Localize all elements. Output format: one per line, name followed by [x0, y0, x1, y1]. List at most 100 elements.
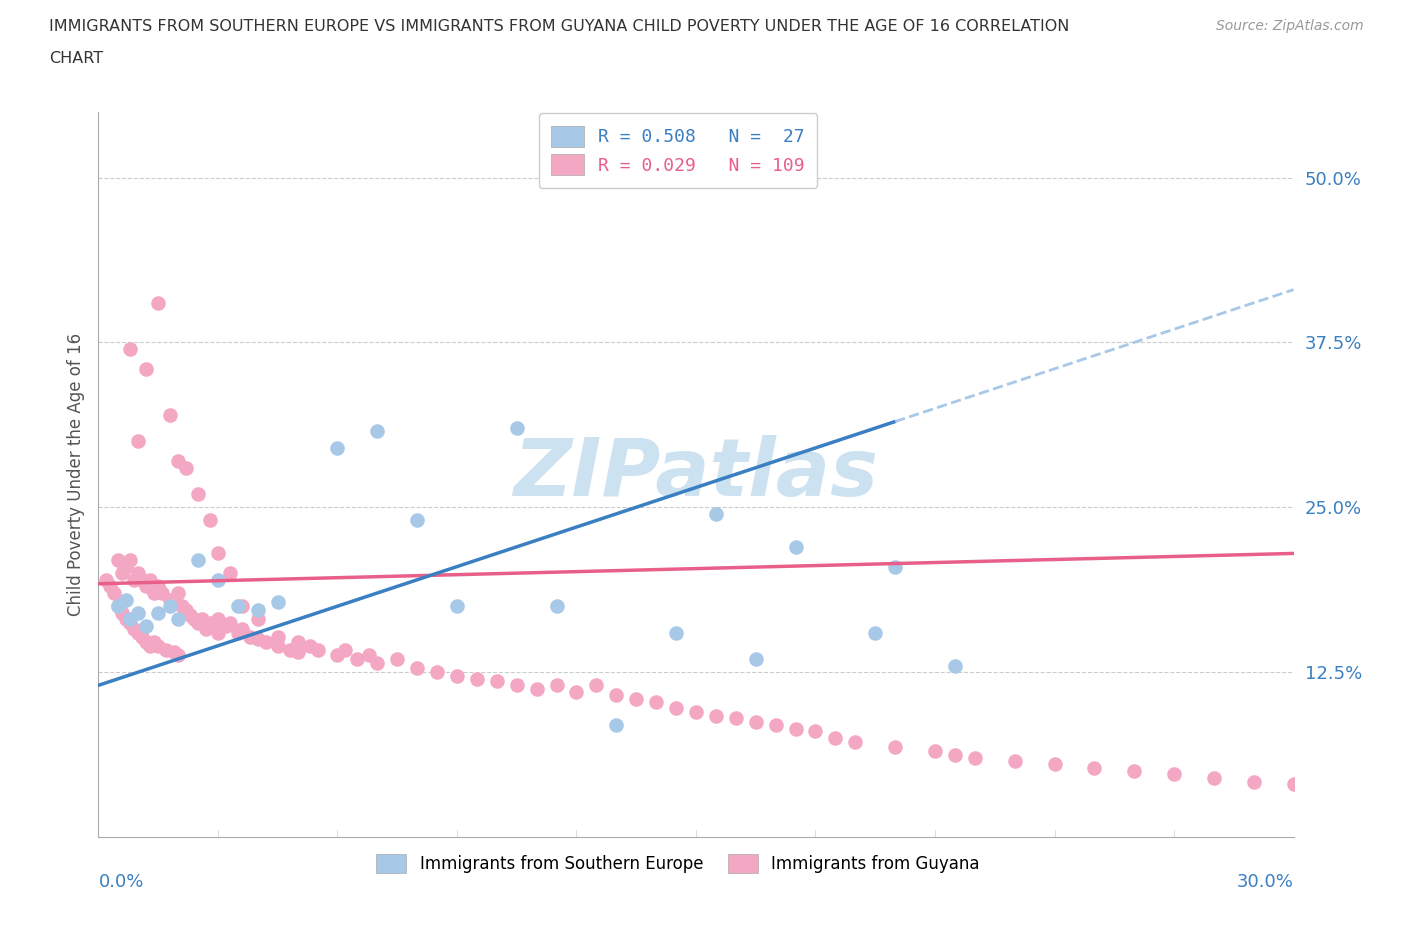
Point: [785, 722, 807, 737]
Point: [135, 618, 157, 633]
Point: [115, 612, 138, 627]
Point: [131, 572, 153, 587]
Point: [645, 695, 668, 710]
Point: [605, 717, 627, 732]
Point: [406, 660, 429, 675]
Point: [198, 513, 221, 528]
Point: [359, 647, 381, 662]
Point: [159, 407, 181, 422]
Point: [107, 599, 129, 614]
Point: [179, 608, 201, 623]
Point: [704, 507, 727, 522]
Point: [207, 572, 229, 587]
Point: [159, 599, 181, 614]
Point: [127, 605, 149, 620]
Point: [506, 678, 529, 693]
Point: [665, 625, 688, 640]
Point: [127, 565, 149, 580]
Point: [167, 454, 190, 469]
Point: [131, 629, 153, 644]
Point: [924, 744, 946, 759]
Point: [231, 621, 253, 636]
Point: [150, 586, 173, 601]
Point: [148, 296, 170, 311]
Point: [1282, 777, 1305, 791]
Point: [526, 682, 548, 697]
Point: [1202, 770, 1225, 785]
Point: [107, 552, 129, 567]
Point: [135, 579, 157, 594]
Point: [278, 643, 301, 658]
Point: [844, 735, 866, 750]
Point: [246, 631, 269, 646]
Point: [115, 559, 138, 574]
Point: [135, 634, 157, 649]
Point: [163, 644, 186, 659]
Point: [124, 621, 146, 636]
Point: [585, 678, 607, 693]
Point: [98, 579, 122, 594]
Point: [884, 740, 907, 755]
Point: [335, 643, 357, 658]
Point: [231, 599, 253, 614]
Point: [219, 565, 242, 580]
Point: [804, 724, 827, 739]
Point: [485, 674, 508, 689]
Point: [267, 595, 290, 610]
Point: [143, 634, 166, 649]
Point: [1243, 774, 1265, 789]
Point: [148, 579, 170, 594]
Point: [198, 616, 221, 631]
Point: [884, 559, 907, 574]
Point: [506, 420, 529, 435]
Point: [96, 572, 118, 587]
Point: [120, 612, 142, 627]
Text: 30.0%: 30.0%: [1237, 873, 1294, 891]
Point: [135, 362, 157, 377]
Point: [1083, 761, 1105, 776]
Point: [963, 751, 986, 765]
Point: [1123, 764, 1146, 778]
Point: [406, 513, 429, 528]
Text: IMMIGRANTS FROM SOUTHERN EUROPE VS IMMIGRANTS FROM GUYANA CHILD POVERTY UNDER TH: IMMIGRANTS FROM SOUTHERN EUROPE VS IMMIG…: [49, 19, 1070, 33]
Point: [446, 669, 468, 684]
Point: [148, 605, 170, 620]
Point: [446, 599, 468, 614]
Point: [1004, 753, 1026, 768]
Point: [226, 599, 249, 614]
Point: [685, 704, 707, 719]
Point: [111, 605, 134, 620]
Point: [267, 638, 290, 653]
Point: [605, 687, 627, 702]
Point: [1043, 757, 1066, 772]
Point: [1163, 766, 1185, 781]
Point: [246, 612, 269, 627]
Point: [326, 441, 349, 456]
Point: [187, 552, 209, 567]
Y-axis label: Child Poverty Under the Age of 16: Child Poverty Under the Age of 16: [66, 333, 84, 616]
Point: [219, 616, 242, 631]
Point: [366, 423, 388, 438]
Point: [167, 612, 190, 627]
Point: [143, 586, 166, 601]
Point: [426, 665, 449, 680]
Point: [287, 634, 309, 649]
Point: [172, 599, 194, 614]
Point: [174, 460, 197, 475]
Point: [298, 638, 321, 653]
Point: [465, 671, 488, 686]
Point: [704, 709, 727, 724]
Point: [366, 656, 388, 671]
Point: [287, 644, 309, 659]
Point: [183, 612, 205, 627]
Point: [226, 625, 249, 640]
Text: CHART: CHART: [49, 51, 103, 66]
Point: [139, 572, 162, 587]
Point: [267, 629, 290, 644]
Point: [346, 652, 368, 667]
Point: [159, 592, 181, 607]
Point: [120, 616, 142, 631]
Point: [127, 434, 149, 449]
Point: [943, 658, 966, 673]
Point: [148, 638, 170, 653]
